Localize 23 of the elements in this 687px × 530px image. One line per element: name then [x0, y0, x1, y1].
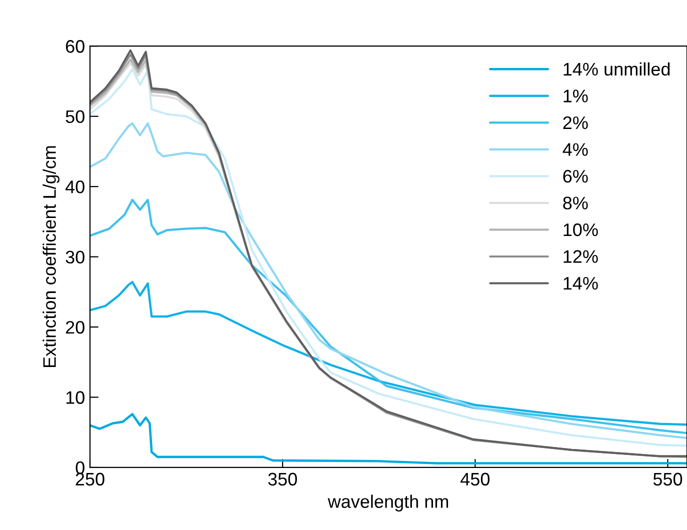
line-series [90, 412, 687, 464]
x-tick-label: 350 [268, 472, 297, 486]
x-axis-title: wavelength nm [328, 494, 448, 512]
legend-label: 2% [563, 116, 588, 130]
x-tick-label: 250 [76, 472, 104, 486]
y-tick-label: 30 [66, 250, 84, 264]
legend-label: 10% [564, 223, 598, 236]
legend-label: 1% [564, 90, 588, 102]
y-tick-label: 10 [66, 391, 84, 404]
legend-label: 6% [563, 170, 588, 183]
y-tick-label: 50 [66, 110, 84, 124]
legend-label: 14% unmilled [564, 62, 670, 76]
y-tick-label: 20 [66, 320, 84, 334]
line-series [90, 198, 687, 434]
legend-label: 8% [563, 196, 588, 210]
x-tick-label: 450 [460, 472, 490, 486]
y-tick-label: 60 [66, 40, 84, 53]
y-tick-label: 40 [65, 180, 84, 194]
legend-label: 12% [564, 250, 598, 263]
y-axis-title: Extinction coefficient L/g/cm [42, 146, 60, 368]
x-tick-label: 550 [653, 472, 682, 486]
legend-label: 14% [564, 277, 598, 290]
legend-label: 4% [562, 143, 588, 156]
